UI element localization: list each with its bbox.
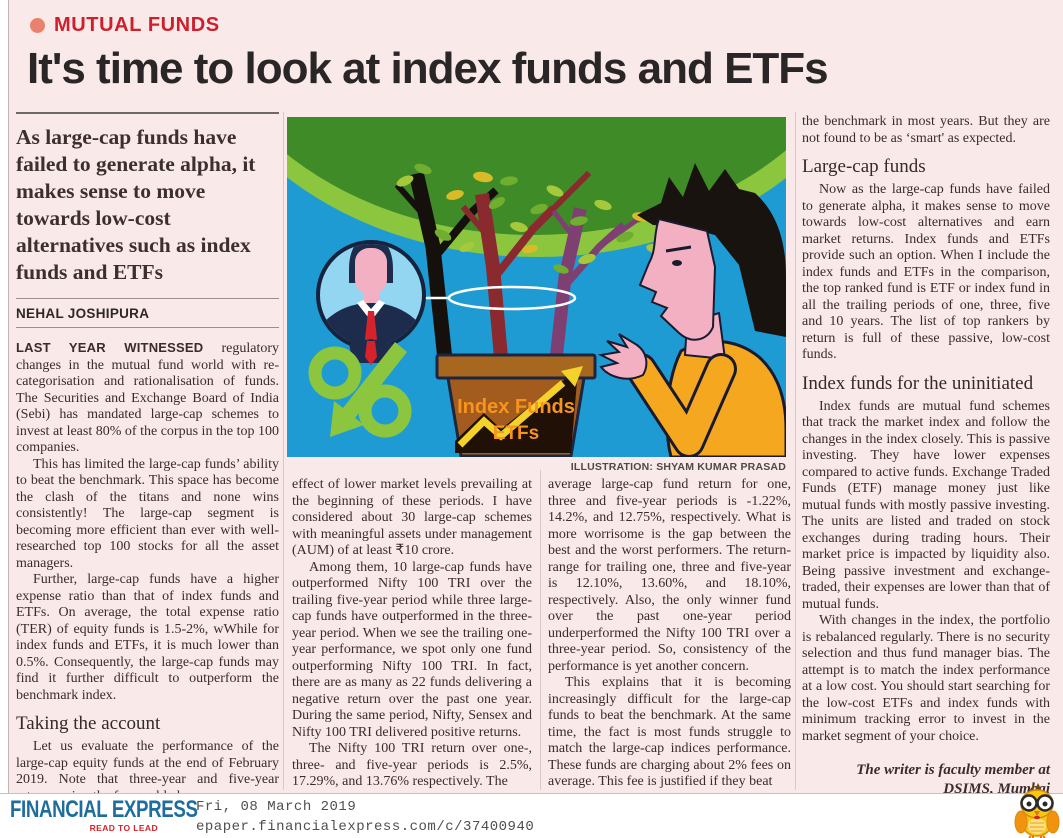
paragraph: Index funds are mutual fund schemes that… xyxy=(802,398,1050,612)
man-hand xyxy=(597,333,648,380)
tree-purple xyxy=(547,207,645,377)
observer-man xyxy=(597,163,788,459)
businessman-collar xyxy=(357,300,385,321)
financial-express-logo: FINANCIAL EXPRESS READ TO LEAD xyxy=(10,796,200,834)
section-dot-icon xyxy=(30,18,45,33)
column-divider xyxy=(540,470,541,790)
paragraph: The Nifty 100 TRI return over one-, thre… xyxy=(292,741,532,789)
pot-label-line2: ETFs xyxy=(493,423,539,444)
subhead-index-funds-uninitiated: Index funds for the uninitiated xyxy=(802,372,1034,394)
owl-mascot-icon xyxy=(1014,783,1060,838)
paragraph: average large-cap fund return for one, t… xyxy=(548,477,791,674)
column-divider xyxy=(795,112,796,790)
column-3: average large-cap fund return for one, t… xyxy=(548,477,791,791)
column-1: As large-cap funds have failed to genera… xyxy=(16,112,279,805)
paragraph: This explains that it is becoming increa… xyxy=(548,675,791,789)
column-2: effect of lower market levels prevailing… xyxy=(292,477,532,791)
businessman-tie xyxy=(365,311,377,346)
businessman-face xyxy=(355,248,387,294)
leaves xyxy=(396,163,664,274)
standfirst: As large-cap funds have failed to genera… xyxy=(16,112,279,298)
brand-name: FINANCIAL EXPRESS xyxy=(10,796,198,823)
man-eye xyxy=(672,260,682,266)
paragraph: effect of lower market levels prevailing… xyxy=(292,477,532,558)
paragraph-text: regulatory changes in the mutual fund wo… xyxy=(16,341,279,455)
illustration-credit: ILLUSTRATION: SHYAM KUMAR PRASAD xyxy=(570,461,786,473)
paragraph: the benchmark in most years. But they ar… xyxy=(802,114,1050,146)
lead-in: LAST YEAR WITNESSED xyxy=(16,340,204,355)
brand-tagline: READ TO LEAD xyxy=(89,823,158,833)
publication-date: Fri, 08 March 2019 xyxy=(196,799,357,815)
column-divider xyxy=(283,112,284,790)
byline: NEHAL JOSHIPURA xyxy=(16,298,279,328)
paragraph: Among them, 10 large-cap funds have outp… xyxy=(292,559,532,740)
man-hair xyxy=(637,163,786,337)
epaper-url: epaper.financialexpress.com/c/37400940 xyxy=(196,819,535,835)
paragraph: LAST YEAR WITNESSED regulatory changes i… xyxy=(16,340,279,457)
footer-meta: Fri, 08 March 2019 epaper.financialexpre… xyxy=(196,797,534,837)
paragraph: With changes in the index, the portfolio… xyxy=(802,613,1050,744)
epaper-footer xyxy=(0,793,1063,837)
section-label: MUTUAL FUNDS xyxy=(54,14,220,36)
pot-label-line1: Index Funds xyxy=(457,396,575,418)
section-kicker: MUTUAL FUNDS xyxy=(30,14,220,37)
illustration: Index Funds ETFs xyxy=(189,0,885,459)
subhead-large-cap-funds: Large-cap funds xyxy=(802,156,926,177)
man-face xyxy=(638,217,717,341)
paragraph: Further, large-cap funds have a higher e… xyxy=(16,572,279,703)
paragraph: Now as the large-cap funds have failed t… xyxy=(802,182,1050,362)
subhead-taking-the-account: Taking the account xyxy=(16,713,161,734)
tree-maroon xyxy=(460,170,592,377)
paragraph: This has limited the large-cap funds’ ab… xyxy=(16,456,279,571)
column-4: the benchmark in most years. But they ar… xyxy=(802,114,1050,799)
article-headline: It's time to look at index funds and ETF… xyxy=(27,44,829,93)
index-fund-pot: Index Funds ETFs xyxy=(435,353,597,458)
percent-down-icon xyxy=(308,342,412,438)
investor-circle xyxy=(316,240,426,365)
